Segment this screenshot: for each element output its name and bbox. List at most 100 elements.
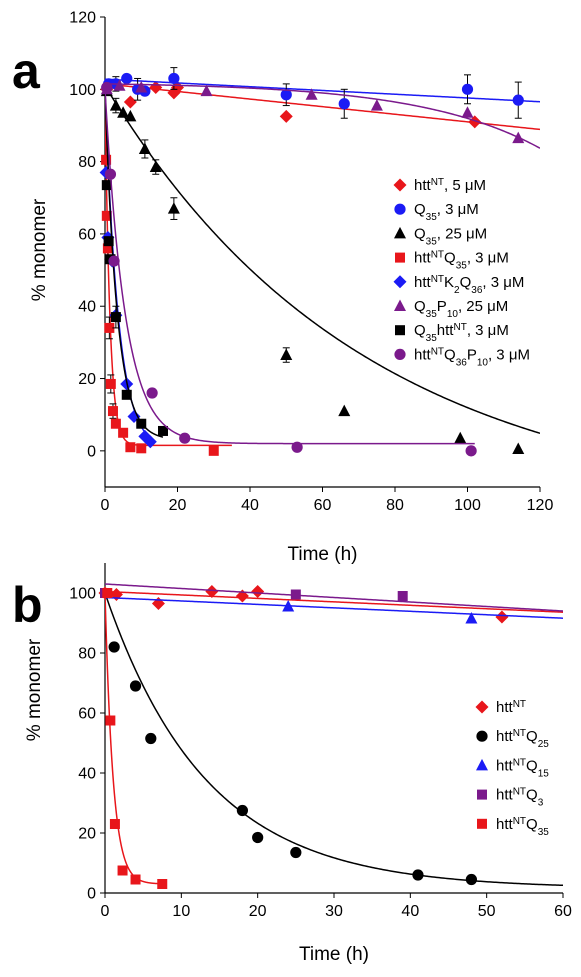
fit-line <box>105 583 563 612</box>
fit-line <box>105 596 563 619</box>
data-point <box>136 443 147 454</box>
legend-entry: httNT, 5 μM <box>393 177 486 194</box>
data-point <box>412 869 424 881</box>
fit-line <box>105 89 232 447</box>
legend-entry: httNTQ36P10, 3 μM <box>394 346 530 368</box>
x-tick-label: 10 <box>172 903 190 920</box>
legend-entry: httNTQ25 <box>476 728 549 750</box>
data-point <box>282 600 295 612</box>
legend-entry: httNTQ3 <box>477 786 544 808</box>
legend-label: Q35httNT, 3 μM <box>414 322 509 344</box>
legend-marker <box>476 730 488 742</box>
series-3 <box>100 583 563 612</box>
data-point <box>121 389 132 400</box>
legend-entry: httNT <box>475 699 526 717</box>
data-point <box>512 94 524 106</box>
data-point <box>495 610 509 624</box>
series-2 <box>105 596 563 624</box>
legend-marker <box>394 348 406 360</box>
data-point <box>110 418 121 429</box>
legend-label: Q35, 3 μM <box>414 201 479 223</box>
y-tick-label: 80 <box>78 646 96 663</box>
x-tick-label: 20 <box>249 903 267 920</box>
data-point <box>121 72 133 85</box>
legend-entry: httNTK2Q36, 3 μM <box>393 273 524 295</box>
data-point <box>103 236 114 247</box>
data-point <box>135 81 148 93</box>
y-axis-label: % monomer <box>29 198 50 301</box>
fit-line <box>105 592 167 885</box>
data-point <box>290 846 302 859</box>
y-tick-label: 100 <box>69 82 96 99</box>
y-tick-label: 120 <box>69 10 96 27</box>
data-point <box>465 612 478 624</box>
series-7 <box>101 81 477 457</box>
x-tick-label: 100 <box>454 497 481 514</box>
data-point <box>280 89 292 101</box>
fit-line <box>105 590 563 613</box>
y-tick-label: 20 <box>78 826 96 843</box>
data-point <box>338 404 351 417</box>
fit-line <box>105 83 540 149</box>
panel-label: a <box>12 43 41 99</box>
data-point <box>305 88 318 100</box>
y-tick-label: 40 <box>78 299 96 316</box>
x-tick-label: 0 <box>101 903 110 920</box>
data-point <box>279 109 293 123</box>
series-3 <box>101 89 232 456</box>
series-4 <box>102 588 168 889</box>
panel-b: b 0 20 40 60 80 100 0 10 20 30 40 50 60 Time (h) % mono… <box>12 563 572 965</box>
y-tick-label: 100 <box>69 586 96 603</box>
data-point <box>129 680 142 692</box>
data-point <box>138 142 151 154</box>
data-point <box>102 588 113 598</box>
data-point <box>149 81 163 94</box>
y-axis-label: % monomer <box>24 638 45 741</box>
fit-line <box>105 89 164 438</box>
data-point <box>145 732 157 745</box>
data-point <box>454 431 467 444</box>
legend-marker <box>477 818 487 829</box>
data-point <box>117 865 128 876</box>
data-point <box>468 115 482 129</box>
data-point <box>465 445 477 457</box>
x-tick-label: 30 <box>325 903 343 920</box>
panel-a: a 0 20 40 60 80 100 120 0 20 40 60 80 100 120 Time (h)%… <box>12 10 553 566</box>
data-point <box>125 442 136 453</box>
legend-label: httNTQ25 <box>496 728 549 750</box>
data-point <box>465 873 477 886</box>
legend-entry: Q35, 25 μM <box>394 225 487 247</box>
y-tick-label: 80 <box>78 154 96 171</box>
data-point <box>370 99 383 111</box>
legend-marker <box>393 275 407 289</box>
legend-label: httNT <box>496 699 526 717</box>
legend-marker <box>477 789 487 800</box>
legend-label: httNTQ35, 3 μM <box>414 249 509 271</box>
x-axis-label: Time (h) <box>287 544 357 565</box>
data-point <box>168 72 180 85</box>
data-point <box>143 435 157 449</box>
legend-marker <box>475 700 489 714</box>
legend-entry: httNTQ15 <box>476 757 549 779</box>
legend-entry: httNTQ35 <box>477 815 549 837</box>
data-point <box>208 445 219 456</box>
legend-marker <box>393 178 407 192</box>
data-point <box>149 160 162 173</box>
data-point <box>105 715 116 726</box>
series-0 <box>100 79 540 131</box>
data-point <box>461 83 474 95</box>
data-point <box>109 99 122 111</box>
legend-label: httNTQ3 <box>496 786 544 808</box>
x-axis-label: Time (h) <box>299 944 369 965</box>
x-tick-label: 60 <box>314 497 332 514</box>
data-point <box>108 255 120 267</box>
data-point <box>251 585 265 598</box>
legend-entry: httNTQ35, 3 μM <box>395 249 509 271</box>
legend-marker <box>395 252 405 263</box>
legend-label: Q35P10, 25 μM <box>414 298 508 320</box>
data-point <box>108 641 120 653</box>
data-point <box>167 202 180 214</box>
data-point <box>290 589 301 600</box>
data-point <box>110 312 121 323</box>
